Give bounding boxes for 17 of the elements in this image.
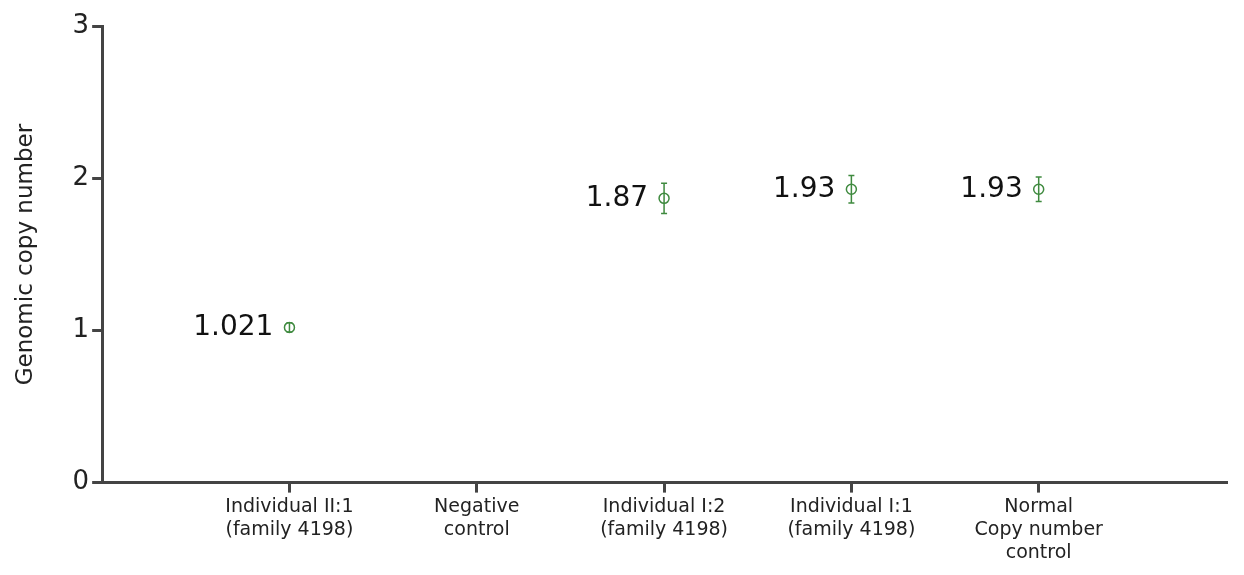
x-tick-label: Individual I:2 (family 4198) [600, 493, 729, 539]
data-label: 1.021 [193, 308, 274, 342]
point [845, 183, 858, 195]
y-tick-label: 2 [72, 161, 90, 192]
y-tick-label: 3 [72, 9, 90, 40]
x-tick-label: Normal Copy number control [974, 493, 1104, 562]
data-label: 1.93 [773, 170, 836, 204]
y-tick-label: 1 [72, 313, 90, 344]
data-label: 1.93 [960, 170, 1023, 204]
point [1032, 183, 1045, 195]
point [658, 192, 670, 205]
y-axis-title: Genomic copy number [10, 123, 37, 386]
x-tick-label: Negative control [434, 493, 520, 539]
y-tick-label: 0 [72, 465, 90, 496]
x-tick-label: Individual II:1 (family 4198) [225, 493, 354, 539]
x-tick-label: Individual I:1 (family 4198) [787, 493, 916, 539]
data-label: 1.87 [585, 179, 649, 213]
